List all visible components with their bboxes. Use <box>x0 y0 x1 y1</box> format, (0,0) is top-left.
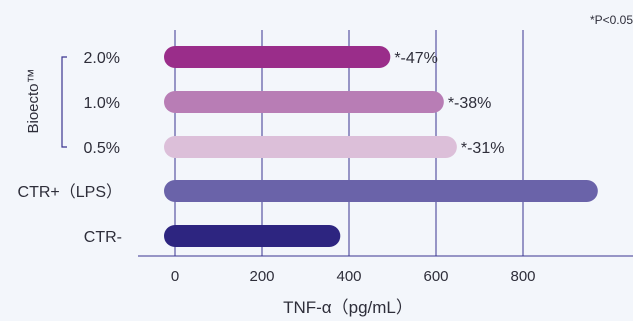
x-axis-title: TNF-α（pg/mL） <box>283 298 413 317</box>
annotation-1: *-38% <box>448 95 492 112</box>
x-tick-label-4: 800 <box>510 268 535 285</box>
bracket-line <box>61 56 67 148</box>
bar-3 <box>164 180 598 202</box>
category-label-2: 0.5% <box>84 140 120 157</box>
x-tick-label-3: 600 <box>423 268 448 285</box>
x-tick-label-1: 200 <box>249 268 274 285</box>
bar-annotations: *-47% *-38% *-31% <box>394 50 504 157</box>
category-label-1: 1.0% <box>84 95 120 112</box>
category-label-0: 2.0% <box>84 50 120 67</box>
category-label-4: CTR- <box>84 229 122 246</box>
bar-2 <box>164 136 457 158</box>
x-tick-label-0: 0 <box>171 268 179 285</box>
annotation-2: *-31% <box>461 140 505 157</box>
bar-4 <box>164 225 341 247</box>
group-label: Bioecto™ <box>25 68 42 133</box>
bar-1 <box>164 91 444 113</box>
x-tick-label-2: 400 <box>336 268 361 285</box>
bar-0 <box>164 46 391 68</box>
category-labels: 2.0% 1.0% 0.5% CTR+（LPS） CTR- <box>18 50 122 246</box>
bars <box>164 46 598 247</box>
group-bracket <box>61 56 67 148</box>
annotation-0: *-47% <box>394 50 438 67</box>
x-axis: 0 200 400 600 800 <box>138 255 633 285</box>
category-label-3: CTR+（LPS） <box>18 183 122 201</box>
significance-footnote: *P<0.05 <box>590 13 633 27</box>
